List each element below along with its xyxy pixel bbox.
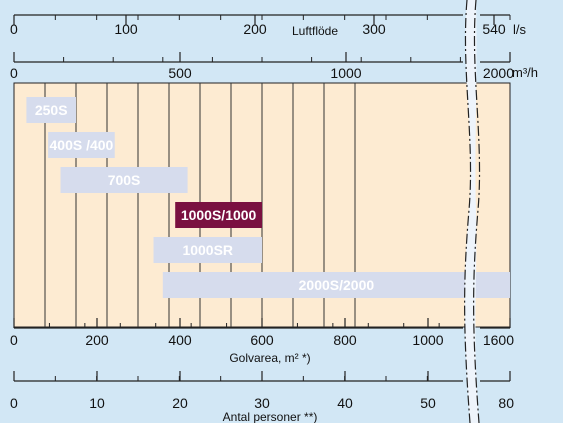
bar-label: 1000S/1000 [181,207,257,223]
tick-label: 1000 [412,332,443,348]
tick-label: 0 [10,395,18,411]
bar-label: 700S [108,172,141,188]
tick-label: 100 [114,21,138,37]
axis-unit: l/s [513,22,527,37]
axis-title: Golvarea, m² *) [229,351,310,365]
tick-label: 20 [172,395,188,411]
tick-label: 40 [337,395,353,411]
tick-label: 300 [362,21,386,37]
bar-label: 250S [35,102,68,118]
bar-label: 400S /400 [50,137,114,153]
tick-label: 200 [85,332,109,348]
tick-label: 0 [10,65,18,81]
axis-title: Antal personer **) [223,410,318,423]
tick-label: 600 [250,332,274,348]
bar-1000sr [153,237,262,263]
tick-label: 1600 [483,332,514,348]
tick-label: 540 [482,21,506,37]
tick-label: 50 [420,395,436,411]
tick-label: 800 [333,332,357,348]
bars: 250S 400S /400 700S 1000S/1000 1000SR 2000S/2… [26,97,511,298]
tick-label: 80 [498,395,514,411]
axis-break [464,0,481,424]
tick-label: 2000 [483,65,514,81]
tick-label: 400 [168,332,192,348]
axis-break-line [464,0,472,424]
bar-250s [26,97,76,123]
axis-break-line [473,0,481,424]
tick-label: 30 [254,395,270,411]
axis-break-gap [464,0,479,423]
tick-label: 10 [89,395,105,411]
axis-unit: m³/h [512,65,538,80]
tick-label: 0 [10,332,18,348]
bar-2000s-2000 [162,272,511,298]
bar-1000s-1000 [175,202,262,228]
bar-700s [60,167,188,193]
bar-400s-400 [48,132,115,158]
bar-label: 2000S/2000 [299,277,375,293]
tick-label: 0 [10,21,18,37]
bar-label: 1000SR [182,242,233,258]
tick-label: 1000 [330,65,361,81]
tick-label: 200 [243,21,267,37]
tick-label: 500 [168,65,192,81]
axis-title: Luftflöde [292,24,338,38]
